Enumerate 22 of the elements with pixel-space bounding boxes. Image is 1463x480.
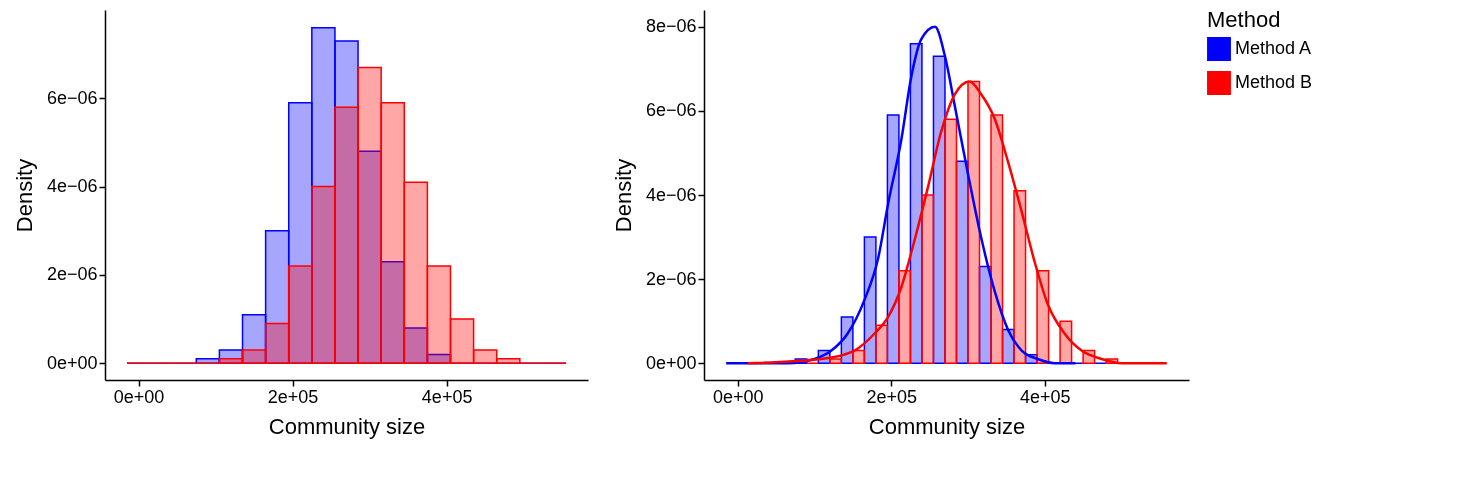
y-tick-label: 8e−06 xyxy=(645,16,697,37)
legend-title: Method xyxy=(1207,7,1281,32)
x-axis-title: Community size xyxy=(868,413,1026,439)
y-tick-label: 2e−06 xyxy=(46,264,98,285)
legend-label: Method A xyxy=(1235,38,1312,58)
x-tick-label: 2e+05 xyxy=(267,386,319,407)
y-tick-label: 6e−06 xyxy=(645,100,697,121)
x-axis-title: Community size xyxy=(268,413,426,439)
x-tick-label: 0e+00 xyxy=(113,386,165,407)
y-axis-title: Density xyxy=(11,158,37,233)
y-axis-title: Density xyxy=(610,158,636,233)
y-tick-label: 6e−06 xyxy=(46,87,98,108)
y-tick-label: 0e+00 xyxy=(46,352,98,373)
y-tick-label: 0e+00 xyxy=(645,352,697,373)
y-tick-label: 2e−06 xyxy=(645,268,697,289)
legend-label: Method B xyxy=(1235,72,1313,92)
y-tick-label: 4e−06 xyxy=(46,176,98,197)
x-tick-label: 2e+05 xyxy=(866,386,918,407)
x-tick-label: 4e+05 xyxy=(1019,386,1071,407)
y-tick-label: 4e−06 xyxy=(645,184,697,205)
x-tick-label: 0e+00 xyxy=(712,386,764,407)
x-tick-label: 4e+05 xyxy=(421,386,473,407)
